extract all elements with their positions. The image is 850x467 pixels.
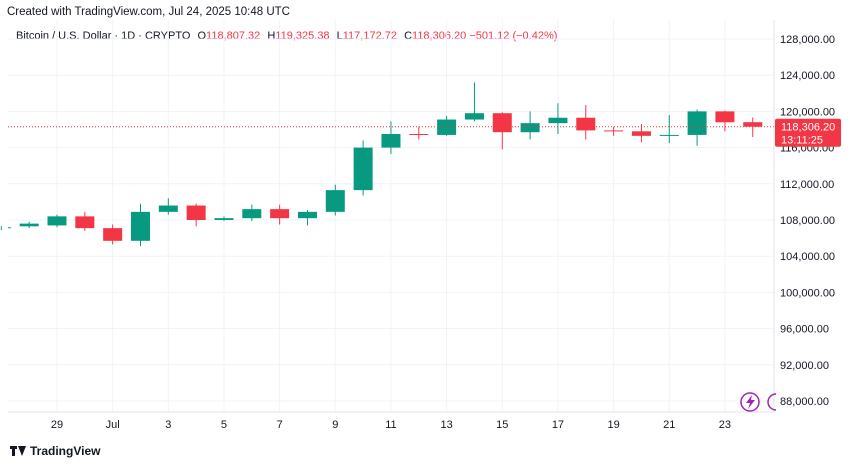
candle-body [381,134,401,148]
price-tag-value: 118,306.20 [781,122,835,134]
candle [715,110,735,132]
candle [353,140,373,196]
candle-body [75,216,95,229]
price-tick-label: 88,000.00 [780,396,829,408]
candle [75,211,95,231]
candle [659,115,679,144]
candle-body [19,223,39,227]
price-tick-label: 128,000.00 [780,34,835,46]
candle [242,204,262,221]
candle-body [464,113,484,120]
candle [381,121,401,154]
candle [0,226,11,230]
candle-body [103,228,123,241]
price-tick-label: 100,000.00 [780,287,835,299]
time-tick-label: 11 [385,419,396,431]
price-axis[interactable]: 128,000.00124,000.00120,000.00116,000.00… [780,34,835,408]
candle [743,117,763,137]
time-tick-label: 5 [221,419,227,431]
time-tick-label: 15 [496,419,508,431]
candle-body [270,209,290,219]
candle [158,198,178,215]
lightning-icon[interactable] [740,392,760,412]
time-tick-label: Jul [106,419,120,431]
low-key: L [336,30,343,42]
price-tick-label: 104,000.00 [780,251,835,263]
time-tick-label: 19 [607,419,619,431]
candle-body [158,205,178,212]
candle-body [548,117,568,124]
candle-body [492,113,512,133]
candle-body [743,122,763,127]
candle [576,105,596,140]
candle [297,210,317,226]
price-tick-label: 108,000.00 [780,215,835,227]
price-tag: 118,306.20 13:11:25 [775,118,841,147]
created-with-label: Created with TradingView.com, Jul 24, 20… [7,6,290,18]
price-tag-countdown: 13:11:25 [781,135,823,147]
candle-body [186,205,206,220]
candle-body [8,227,11,229]
candle-body [409,134,429,136]
time-tick-label: 13 [440,419,452,431]
candle-body [242,209,262,219]
price-tick-label: 124,000.00 [780,70,835,82]
candle [520,111,540,140]
candle-body [659,134,679,136]
candle [214,216,234,221]
candle [325,184,345,216]
time-tick-label: 17 [552,419,564,431]
tradingview-brand[interactable]: TradingView [10,444,100,458]
candle [270,204,290,225]
time-tick-label: 29 [51,419,63,431]
time-tick-label: 21 [663,419,675,431]
candle [103,224,123,245]
candle-body [214,218,234,220]
candle-body [631,131,651,136]
brand-label: TradingView [30,444,101,458]
candle [130,203,150,247]
candle-body [325,190,345,212]
candle [186,203,206,227]
price-tick-label: 120,000.00 [780,106,835,118]
grid-lines [8,20,774,412]
time-tick-label: 7 [277,419,283,431]
candle-body [520,123,540,133]
price-tick-label: 92,000.00 [780,360,829,372]
candle-body [130,211,150,241]
candle-body [715,111,735,123]
open-key: O [197,30,207,42]
tradingview-logo-icon [10,446,26,456]
close-key: C [404,30,413,42]
price-tick-label: 96,000.00 [780,324,829,336]
candle-body [297,211,317,219]
time-tick-label: 9 [332,419,338,431]
candle [687,109,707,146]
candle-body [437,119,457,135]
price-tag-box [775,118,841,147]
candle [604,126,624,136]
time-axis[interactable]: 29 Jul 3 5 7 9 11 13 15 17 19 21 23 [51,419,731,431]
goto-realtime-icon[interactable] [767,393,777,411]
time-tick-label: 23 [719,419,731,431]
candle [464,82,484,122]
candles [0,82,763,247]
candle [437,115,457,136]
candle-body [576,117,596,131]
candle [19,221,39,229]
candle-body [353,147,373,191]
candle-body [687,111,707,135]
high-key: H [267,30,276,42]
candle [47,214,67,228]
candle [548,103,568,135]
candle [492,112,512,150]
candle-body [47,216,67,226]
time-tick-label: 3 [165,419,171,431]
candle [409,126,429,140]
candle-body [604,130,624,132]
price-tick-label: 112,000.00 [780,179,834,191]
